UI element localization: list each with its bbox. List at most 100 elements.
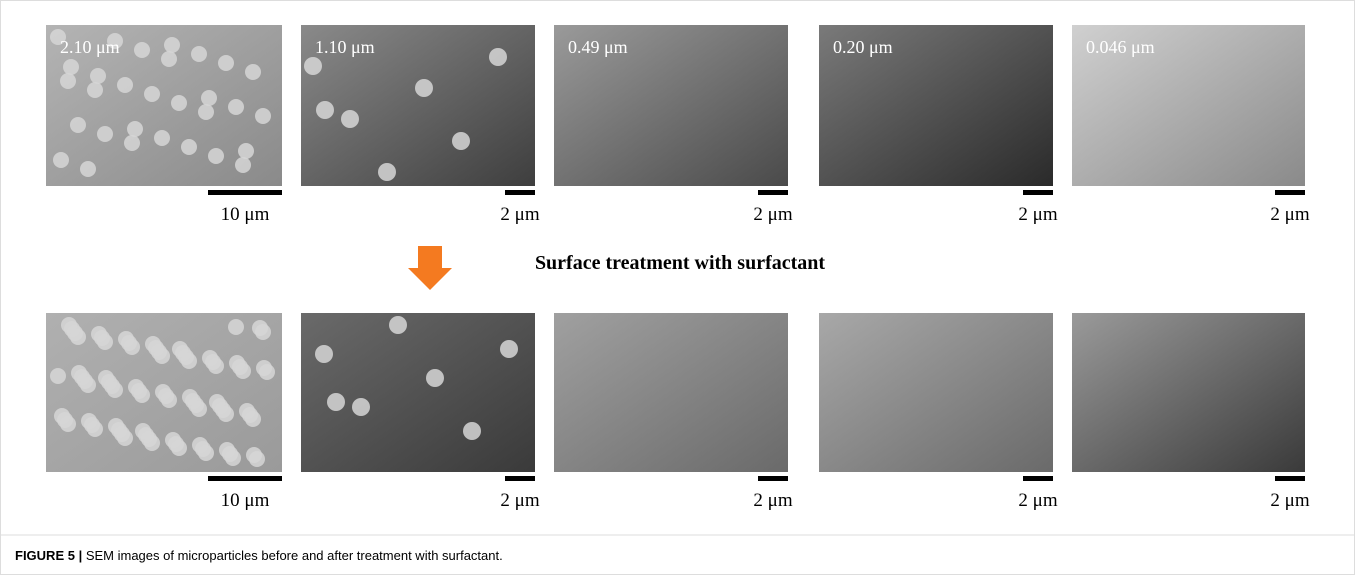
particle <box>463 422 481 440</box>
particle <box>70 329 86 345</box>
particle <box>161 392 177 408</box>
particle <box>171 440 187 456</box>
figure: Surface treatment with surfactant FIGURE… <box>0 0 1355 575</box>
particle <box>198 445 214 461</box>
scale-label: 10 μm <box>221 204 270 225</box>
particle <box>249 451 265 467</box>
particle <box>107 382 123 398</box>
particle <box>315 345 333 363</box>
particle <box>341 110 359 128</box>
size-label: 1.10 μm <box>315 37 375 57</box>
caption: FIGURE 5 | SEM images of microparticles … <box>15 548 503 563</box>
particle <box>117 430 133 446</box>
particle <box>218 406 234 422</box>
particle <box>225 450 241 466</box>
particle <box>327 393 345 411</box>
particle <box>245 411 261 427</box>
particle <box>87 82 103 98</box>
particle <box>53 152 69 168</box>
particle <box>245 64 261 80</box>
particle <box>228 99 244 115</box>
size-label: 0.49 μm <box>568 37 628 57</box>
particle <box>352 398 370 416</box>
particle <box>144 435 160 451</box>
scale-bar <box>505 190 535 195</box>
particle <box>389 316 407 334</box>
sem-image <box>554 313 788 472</box>
particle <box>161 51 177 67</box>
scale-label: 2 μm <box>1270 204 1309 225</box>
particle <box>60 416 76 432</box>
particle <box>60 73 76 89</box>
particle <box>117 77 133 93</box>
scale-bar <box>1023 476 1053 481</box>
particle <box>228 319 244 335</box>
sem-image <box>1072 313 1305 472</box>
particle <box>63 59 79 75</box>
particle <box>255 108 271 124</box>
scale-bar <box>1275 476 1305 481</box>
particle <box>489 48 507 66</box>
particle <box>500 340 518 358</box>
particle <box>238 143 254 159</box>
size-label: 2.10 μm <box>60 37 120 57</box>
treatment-label: Surface treatment with surfactant <box>535 252 825 274</box>
particle <box>235 363 251 379</box>
particle <box>154 130 170 146</box>
particle <box>316 101 334 119</box>
particle <box>127 121 143 137</box>
caption-text: SEM images of microparticles before and … <box>86 548 503 563</box>
scale-label: 2 μm <box>1018 204 1057 225</box>
scale-label: 10 μm <box>221 490 270 511</box>
particle <box>415 79 433 97</box>
size-label: 0.20 μm <box>833 37 893 57</box>
particle <box>208 358 224 374</box>
particle <box>90 68 106 84</box>
particle <box>304 57 322 75</box>
scale-bar <box>208 476 282 481</box>
particle <box>426 369 444 387</box>
particle <box>218 55 234 71</box>
particle <box>378 163 396 181</box>
particle <box>255 324 271 340</box>
particle <box>235 157 251 173</box>
particle <box>50 368 66 384</box>
particle <box>80 377 96 393</box>
scale-label: 2 μm <box>753 204 792 225</box>
scale-label: 2 μm <box>1270 490 1309 511</box>
scale-bar <box>505 476 535 481</box>
particle <box>97 334 113 350</box>
particle <box>181 353 197 369</box>
particle <box>134 387 150 403</box>
particle <box>191 401 207 417</box>
size-label: 0.046 μm <box>1086 37 1155 57</box>
particle <box>191 46 207 62</box>
particle <box>171 95 187 111</box>
particle <box>124 135 140 151</box>
scale-bar <box>208 190 282 195</box>
scale-label: 2 μm <box>753 490 792 511</box>
particle <box>259 364 275 380</box>
particle <box>70 117 86 133</box>
particle <box>144 86 160 102</box>
caption-label: FIGURE 5 | <box>15 548 82 563</box>
particle <box>181 139 197 155</box>
particle <box>154 348 170 364</box>
particle <box>208 148 224 164</box>
particle <box>201 90 217 106</box>
particle <box>87 421 103 437</box>
scale-label: 2 μm <box>500 490 539 511</box>
particle <box>198 104 214 120</box>
particle <box>80 161 96 177</box>
scale-label: 2 μm <box>500 204 539 225</box>
sem-image <box>819 313 1053 472</box>
scale-bar <box>758 190 788 195</box>
particle <box>164 37 180 53</box>
particle <box>124 339 140 355</box>
particle <box>134 42 150 58</box>
particle <box>452 132 470 150</box>
sem-image <box>301 313 535 472</box>
particle <box>97 126 113 142</box>
scale-bar <box>758 476 788 481</box>
scale-bar <box>1023 190 1053 195</box>
